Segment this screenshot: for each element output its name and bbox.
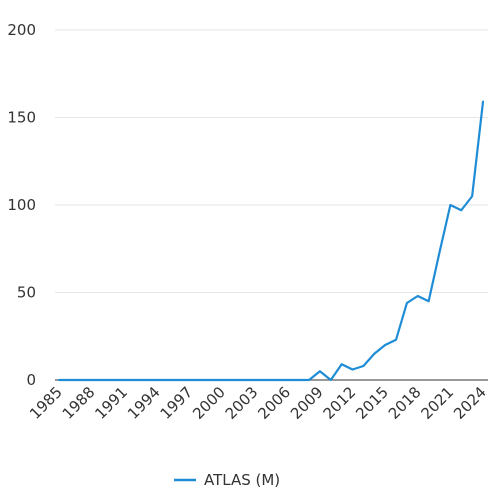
x-tick-label: 2024: [450, 383, 490, 423]
x-tick-label: 2021: [417, 383, 457, 423]
y-tick-label: 150: [7, 109, 36, 127]
y-tick-label: 50: [17, 284, 36, 302]
x-tick-label: 2006: [254, 383, 294, 423]
grid-layer: [55, 29, 488, 293]
x-tick-label: 2018: [385, 383, 425, 423]
legend-label[interactable]: ATLAS (M): [204, 471, 280, 489]
x-tick-label: 1997: [157, 383, 197, 423]
y-tick-label: 0: [26, 371, 36, 389]
x-tick-label: 1994: [124, 383, 164, 423]
y-tick-label: 200: [7, 21, 36, 39]
legend[interactable]: ATLAS (M): [174, 471, 280, 489]
series-line-atlas[interactable]: [57, 100, 485, 382]
x-tick-label: 1985: [26, 383, 66, 423]
x-tick-label: 2015: [352, 383, 392, 423]
x-tick-label: 2000: [189, 383, 229, 423]
series-layer: [57, 100, 485, 382]
x-tick-label: 1991: [91, 383, 131, 423]
y-tick-label: 100: [7, 196, 36, 214]
x-tick-label: 1988: [59, 383, 99, 423]
x-tick-label: 2012: [320, 383, 360, 423]
x-tick-label: 2003: [222, 383, 262, 423]
x-tick-label: 2009: [287, 383, 327, 423]
axis-layer: 0 50 100 150 200 1985198819911994199720002003…: [7, 21, 489, 423]
